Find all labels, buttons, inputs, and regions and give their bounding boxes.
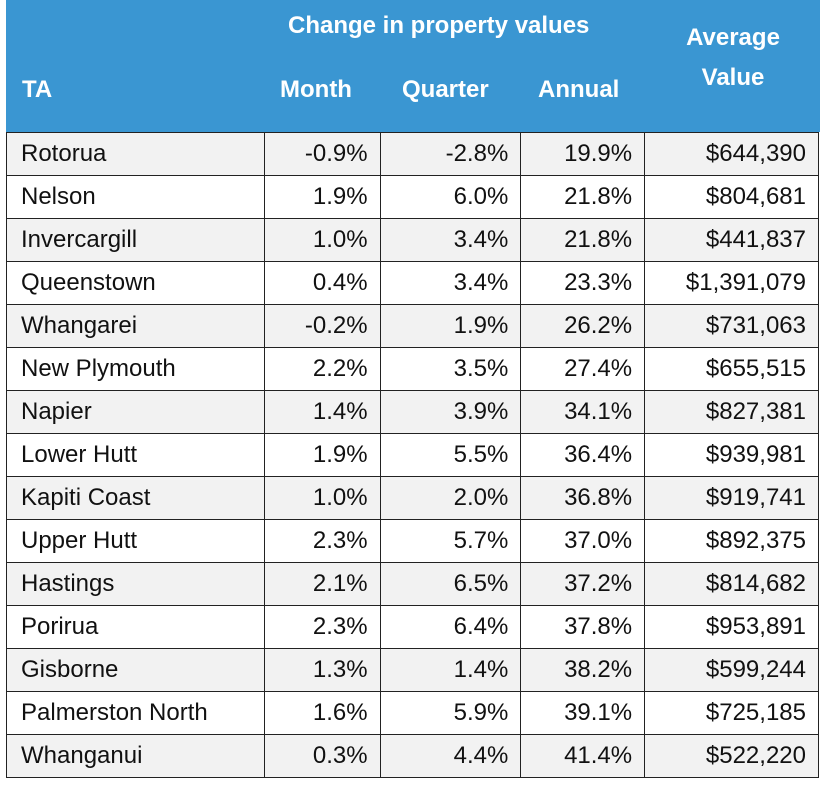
table-row: Queenstown 0.4% 3.4% 23.3% $1,391,079: [6, 261, 819, 305]
cell-ta: New Plymouth: [6, 347, 265, 391]
cell-ta: Palmerston North: [6, 691, 265, 735]
cell-quarter: 1.4%: [379, 648, 522, 692]
cell-average-value: $522,220: [644, 734, 819, 778]
cell-annual: 34.1%: [520, 390, 646, 434]
cell-month: -0.2%: [263, 304, 381, 348]
cell-ta: Lower Hutt: [6, 433, 265, 477]
table-row: Kapiti Coast 1.0% 2.0% 36.8% $919,741: [6, 476, 819, 520]
cell-average-value: $725,185: [644, 691, 819, 735]
cell-annual: 27.4%: [520, 347, 646, 391]
cell-ta: Whangarei: [6, 304, 265, 348]
cell-ta: Invercargill: [6, 218, 265, 262]
cell-quarter: 3.5%: [379, 347, 522, 391]
column-header-average-line2: Value: [701, 64, 765, 91]
cell-ta: Whanganui: [6, 734, 265, 778]
table-row: Whanganui 0.3% 4.4% 41.4% $522,220: [6, 734, 819, 778]
column-header-quarter: Quarter: [402, 76, 489, 103]
column-header-annual: Annual: [538, 76, 620, 103]
cell-ta: Gisborne: [6, 648, 265, 692]
cell-annual: 38.2%: [520, 648, 646, 692]
cell-average-value: $644,390: [644, 132, 819, 176]
cell-average-value: $804,681: [644, 175, 819, 219]
cell-quarter: 3.4%: [379, 218, 522, 262]
cell-month: 0.4%: [263, 261, 381, 305]
cell-ta: Kapiti Coast: [6, 476, 265, 520]
cell-annual: 41.4%: [520, 734, 646, 778]
cell-annual: 37.8%: [520, 605, 646, 649]
cell-average-value: $892,375: [644, 519, 819, 563]
cell-average-value: $939,981: [644, 433, 819, 477]
cell-ta: Hastings: [6, 562, 265, 606]
cell-annual: 19.9%: [520, 132, 646, 176]
cell-annual: 21.8%: [520, 175, 646, 219]
cell-average-value: $919,741: [644, 476, 819, 520]
cell-month: 2.3%: [263, 605, 381, 649]
cell-average-value: $731,063: [644, 304, 819, 348]
cell-average-value: $1,391,079: [644, 261, 819, 305]
cell-ta: Porirua: [6, 605, 265, 649]
cell-ta: Napier: [6, 390, 265, 434]
cell-average-value: $441,837: [644, 218, 819, 262]
cell-annual: 37.2%: [520, 562, 646, 606]
cell-quarter: 3.4%: [379, 261, 522, 305]
table-row: Invercargill 1.0% 3.4% 21.8% $441,837: [6, 218, 819, 262]
cell-average-value: $814,682: [644, 562, 819, 606]
cell-month: 2.2%: [263, 347, 381, 391]
table-row: Nelson 1.9% 6.0% 21.8% $804,681: [6, 175, 819, 219]
cell-average-value: $953,891: [644, 605, 819, 649]
table-row: Hastings 2.1% 6.5% 37.2% $814,682: [6, 562, 819, 606]
cell-month: 1.9%: [263, 175, 381, 219]
cell-quarter: 5.7%: [379, 519, 522, 563]
cell-quarter: 3.9%: [379, 390, 522, 434]
cell-ta: Rotorua: [6, 132, 265, 176]
cell-annual: 37.0%: [520, 519, 646, 563]
cell-quarter: 5.5%: [379, 433, 522, 477]
cell-ta: Queenstown: [6, 261, 265, 305]
table-row: Napier 1.4% 3.9% 34.1% $827,381: [6, 390, 819, 434]
table-row: Rotorua -0.9% -2.8% 19.9% $644,390: [6, 132, 819, 176]
cell-annual: 36.4%: [520, 433, 646, 477]
cell-quarter: -2.8%: [379, 132, 522, 176]
cell-quarter: 1.9%: [379, 304, 522, 348]
cell-average-value: $827,381: [644, 390, 819, 434]
cell-quarter: 4.4%: [379, 734, 522, 778]
cell-quarter: 2.0%: [379, 476, 522, 520]
cell-month: 1.6%: [263, 691, 381, 735]
table-row: Whangarei -0.2% 1.9% 26.2% $731,063: [6, 304, 819, 348]
cell-month: 1.3%: [263, 648, 381, 692]
table-header: Change in property values TA Month Quart…: [6, 0, 820, 132]
property-values-table: Rotorua -0.9% -2.8% 19.9% $644,390 Nelson 1.9%…: [6, 132, 819, 778]
cell-average-value: $655,515: [644, 347, 819, 391]
cell-annual: 21.8%: [520, 218, 646, 262]
cell-quarter: 6.5%: [379, 562, 522, 606]
table-row: Gisborne 1.3% 1.4% 38.2% $599,244: [6, 648, 819, 692]
cell-month: 2.3%: [263, 519, 381, 563]
cell-annual: 36.8%: [520, 476, 646, 520]
column-header-ta: TA: [22, 76, 53, 103]
cell-month: 1.9%: [263, 433, 381, 477]
column-header-month: Month: [280, 76, 352, 103]
cell-ta: Nelson: [6, 175, 265, 219]
cell-annual: 39.1%: [520, 691, 646, 735]
cell-month: 0.3%: [263, 734, 381, 778]
cell-ta: Upper Hutt: [6, 519, 265, 563]
cell-month: 1.4%: [263, 390, 381, 434]
cell-annual: 23.3%: [520, 261, 646, 305]
cell-annual: 26.2%: [520, 304, 646, 348]
cell-month: 1.0%: [263, 218, 381, 262]
cell-average-value: $599,244: [644, 648, 819, 692]
column-header-average-line1: Average: [686, 24, 780, 51]
cell-quarter: 5.9%: [379, 691, 522, 735]
table-row: Upper Hutt 2.3% 5.7% 37.0% $892,375: [6, 519, 819, 563]
cell-quarter: 6.4%: [379, 605, 522, 649]
table-row: Palmerston North 1.6% 5.9% 39.1% $725,185: [6, 691, 819, 735]
cell-month: 1.0%: [263, 476, 381, 520]
table-row: Lower Hutt 1.9% 5.5% 36.4% $939,981: [6, 433, 819, 477]
cell-quarter: 6.0%: [379, 175, 522, 219]
table-row: New Plymouth 2.2% 3.5% 27.4% $655,515: [6, 347, 819, 391]
cell-month: -0.9%: [263, 132, 381, 176]
cell-month: 2.1%: [263, 562, 381, 606]
table-row: Porirua 2.3% 6.4% 37.8% $953,891: [6, 605, 819, 649]
group-header-change: Change in property values: [288, 12, 590, 39]
